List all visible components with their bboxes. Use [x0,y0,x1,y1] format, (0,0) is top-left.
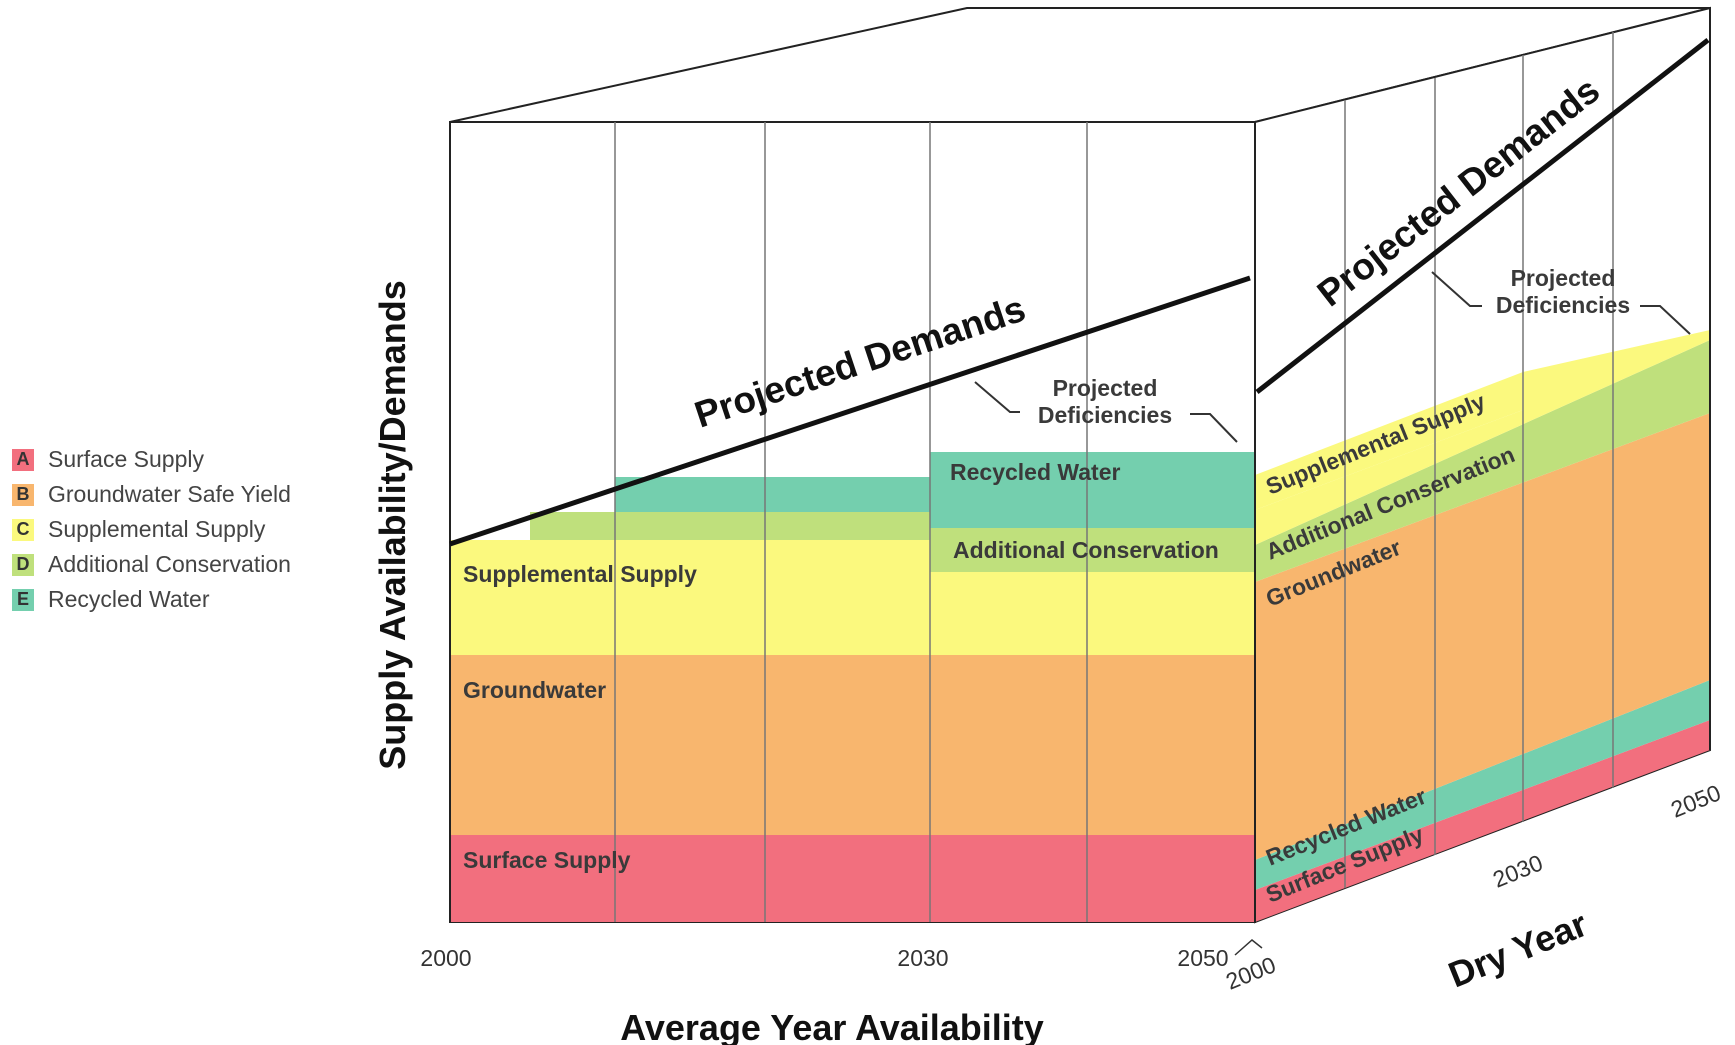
legend-item: D Additional Conservation [12,547,291,582]
legend-item: B Groundwater Safe Yield [12,477,291,512]
deficiency-leader-front [974,381,1020,413]
deficiency-leader-side-2 [1640,305,1691,335]
front-band-groundwater [450,655,1255,835]
front-tick-2000: 2000 [420,945,471,971]
legend-label: Recycled Water [48,586,210,612]
x-axis-title-dry-year: Dry Year [1443,903,1593,996]
side-band-supplemental-supply-top [1255,372,1523,510]
legend-key-swatch: D [12,553,34,576]
box-edges [449,8,1711,922]
legend: A Surface Supply B Groundwater Safe Yield C S… [12,442,291,617]
surface-supply-label-front: Surface Supply [463,847,631,873]
projected-demands-line-side [1255,38,1710,394]
front-band-additional-conservation-upper [930,528,1255,572]
legend-key-swatch: E [12,588,34,611]
deficiency-leader-side [1431,271,1482,307]
legend-key-swatch: B [12,483,34,506]
legend-key-swatch: A [12,448,34,471]
recycled-water-label-front: Recycled Water [950,459,1120,485]
projected-deficiencies-label-front-2: Deficiencies [1038,402,1172,428]
x-axis-title-average: Average Year Availability [620,1007,1044,1045]
legend-item: C Supplemental Supply [12,512,291,547]
side-band-surface-supply [1255,720,1710,922]
deficiency-leader-front-2 [1190,413,1238,443]
side-tick-2000: 2000 [1222,951,1279,994]
legend-item: E Recycled Water [12,582,291,617]
side-band-groundwater [1255,413,1710,860]
side-band-additional-conservation [1255,340,1710,582]
supplemental-supply-label-front: Supplemental Supply [463,561,697,587]
projected-deficiencies-label-front-1: Projected [1053,375,1158,401]
front-band-recycled-water [615,452,1255,528]
legend-label: Groundwater Safe Yield [48,481,291,507]
y-axis-title: Supply Availability/Demands [372,280,413,769]
front-tick-2030: 2030 [897,945,948,971]
side-band-supplemental-supply [1255,330,1710,545]
legend-label: Additional Conservation [48,551,291,577]
side-tick-2030: 2030 [1489,849,1546,892]
side-tick-2050: 2050 [1667,779,1724,822]
projected-deficiencies-label-side-1: Projected [1511,265,1616,291]
front-band-surface-supply [450,835,1255,922]
legend-label: Surface Supply [48,446,204,472]
tick-leader-2050 [1234,939,1263,956]
side-band-recycled-water [1255,680,1710,890]
additional-conservation-label-front: Additional Conservation [953,537,1219,563]
legend-item: A Surface Supply [12,442,291,477]
projected-demands-line-front [449,275,1251,547]
front-grid [614,122,1088,922]
front-tick-2050: 2050 [1177,945,1228,971]
legend-label: Supplemental Supply [48,516,266,542]
projected-deficiencies-label-side-2: Deficiencies [1496,292,1630,318]
groundwater-label-front: Groundwater [463,677,606,703]
legend-key-swatch: C [12,518,34,541]
